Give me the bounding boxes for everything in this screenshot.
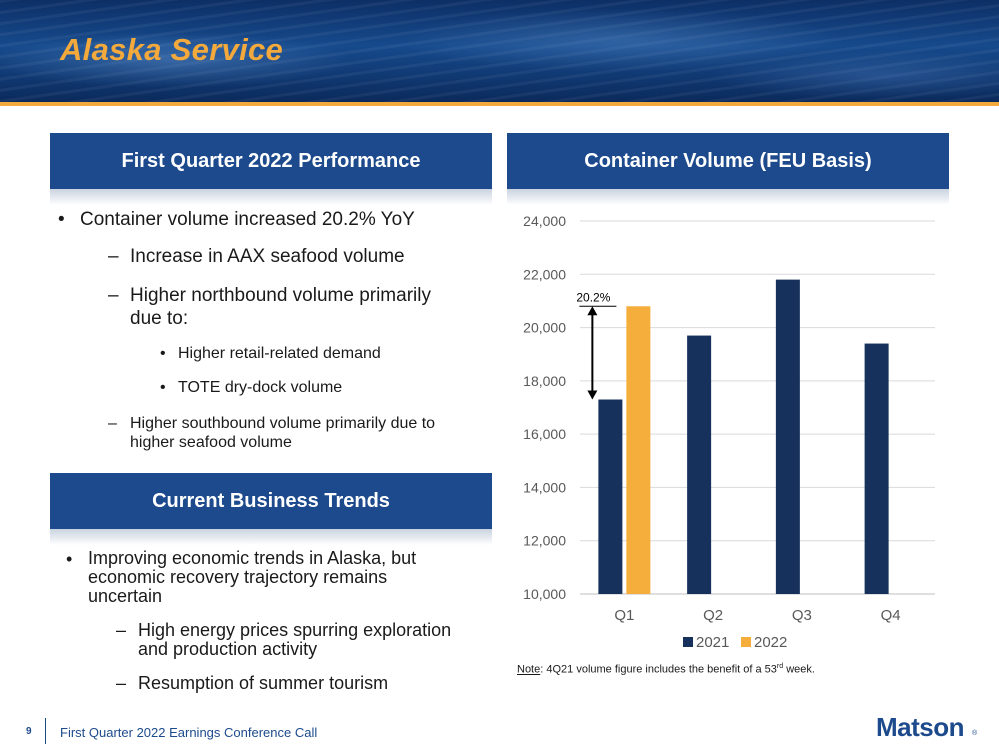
header-accent-rule (0, 102, 999, 106)
trends-main-item-line1: Improving economic trends in Alaska, but (88, 548, 417, 568)
note-text: : 4Q21 volume figure includes the benefi… (540, 663, 777, 676)
trends-header: Current Business Trends (50, 473, 492, 529)
performance-header-shadow (50, 189, 492, 205)
legend-swatch-2022 (741, 637, 751, 647)
legend-swatch-2021 (683, 637, 693, 647)
y-tick-label: 16,000 (523, 426, 566, 442)
performance-sub-item-3-line1: Higher southbound volume primarily due t… (130, 415, 436, 432)
y-tick-label: 10,000 (523, 586, 566, 602)
trends-main-item-line2: economic recovery trajectory remains (88, 567, 388, 587)
performance-main-item: Container volume increased 20.2% YoY (80, 209, 415, 230)
x-tick-label: Q3 (792, 607, 812, 624)
performance-sub-item-2-line2: due to: (130, 308, 189, 329)
note-superscript: rd (776, 663, 784, 670)
chart-note: Note: 4Q21 volume figure includes the be… (517, 663, 815, 676)
trends-main-item-line3: uncertain (88, 586, 163, 606)
bar-2021-q4 (864, 343, 889, 594)
y-tick-label: 12,000 (523, 533, 566, 549)
x-tick-label: Q2 (703, 607, 723, 624)
y-tick-label: 18,000 (523, 373, 566, 389)
bar-2022-q1 (626, 306, 651, 594)
performance-sub-item-2a: Higher retail-related demand (178, 345, 381, 362)
growth-arrow-head-up (587, 306, 598, 316)
bullet-dot: • (160, 379, 166, 396)
note-label: Note (517, 663, 541, 676)
performance-header: First Quarter 2022 Performance (50, 133, 492, 189)
performance-sub-item-2-line1: Higher northbound volume primarily (130, 285, 431, 306)
note-end: week. (783, 663, 815, 676)
bar-2021-q1 (598, 399, 623, 594)
bullet-dash: – (116, 620, 127, 640)
x-tick-label: Q1 (614, 607, 634, 624)
chart-header: Container Volume (FEU Basis) (507, 133, 949, 189)
header-banner (0, 0, 999, 102)
bar-2021-q3 (775, 279, 800, 594)
bar-2021-q2 (687, 335, 712, 594)
bullet-dash: – (108, 285, 119, 306)
footer-text: First Quarter 2022 Earnings Conference C… (60, 725, 318, 740)
bullet-dash: – (108, 246, 119, 267)
page-title: Alaska Service (60, 32, 284, 67)
bullet-dot: • (66, 549, 73, 569)
page-number: 9 (26, 726, 32, 737)
y-tick-label: 14,000 (523, 479, 566, 495)
bullet-dot: • (160, 345, 166, 362)
x-tick-label: Q4 (881, 607, 901, 624)
trends-sub-item-1-line2: and production activity (138, 639, 318, 659)
performance-sub-item-2b: TOTE dry-dock volume (178, 379, 343, 396)
bullet-dash: – (108, 415, 117, 432)
bullet-dot: • (58, 209, 65, 230)
legend-label: 2021 (696, 634, 729, 651)
container-volume-chart: 10,000 12,000 14,000 16,000 18,000 20,000 22,0… (523, 213, 935, 651)
logo-registered-mark: ® (972, 730, 978, 737)
y-tick-label: 22,000 (523, 266, 566, 282)
y-tick-label: 24,000 (523, 213, 566, 229)
performance-sub-item-3-line2: higher seafood volume (130, 434, 292, 451)
footer-divider (45, 718, 46, 744)
trends-sub-item-2: Resumption of summer tourism (138, 673, 389, 693)
trends-header-shadow (50, 529, 492, 545)
performance-sub-item-1: Increase in AAX seafood volume (130, 246, 405, 267)
growth-annotation: 20.2% (576, 290, 610, 304)
growth-arrow-head-down (587, 390, 598, 400)
bullet-dash: – (116, 673, 127, 693)
legend-label: 2022 (754, 634, 787, 651)
chart-header-shadow (507, 189, 949, 205)
matson-logo: Matson (876, 712, 965, 742)
y-tick-label: 20,000 (523, 320, 566, 336)
trends-sub-item-1-line1: High energy prices spurring exploration (138, 620, 452, 640)
